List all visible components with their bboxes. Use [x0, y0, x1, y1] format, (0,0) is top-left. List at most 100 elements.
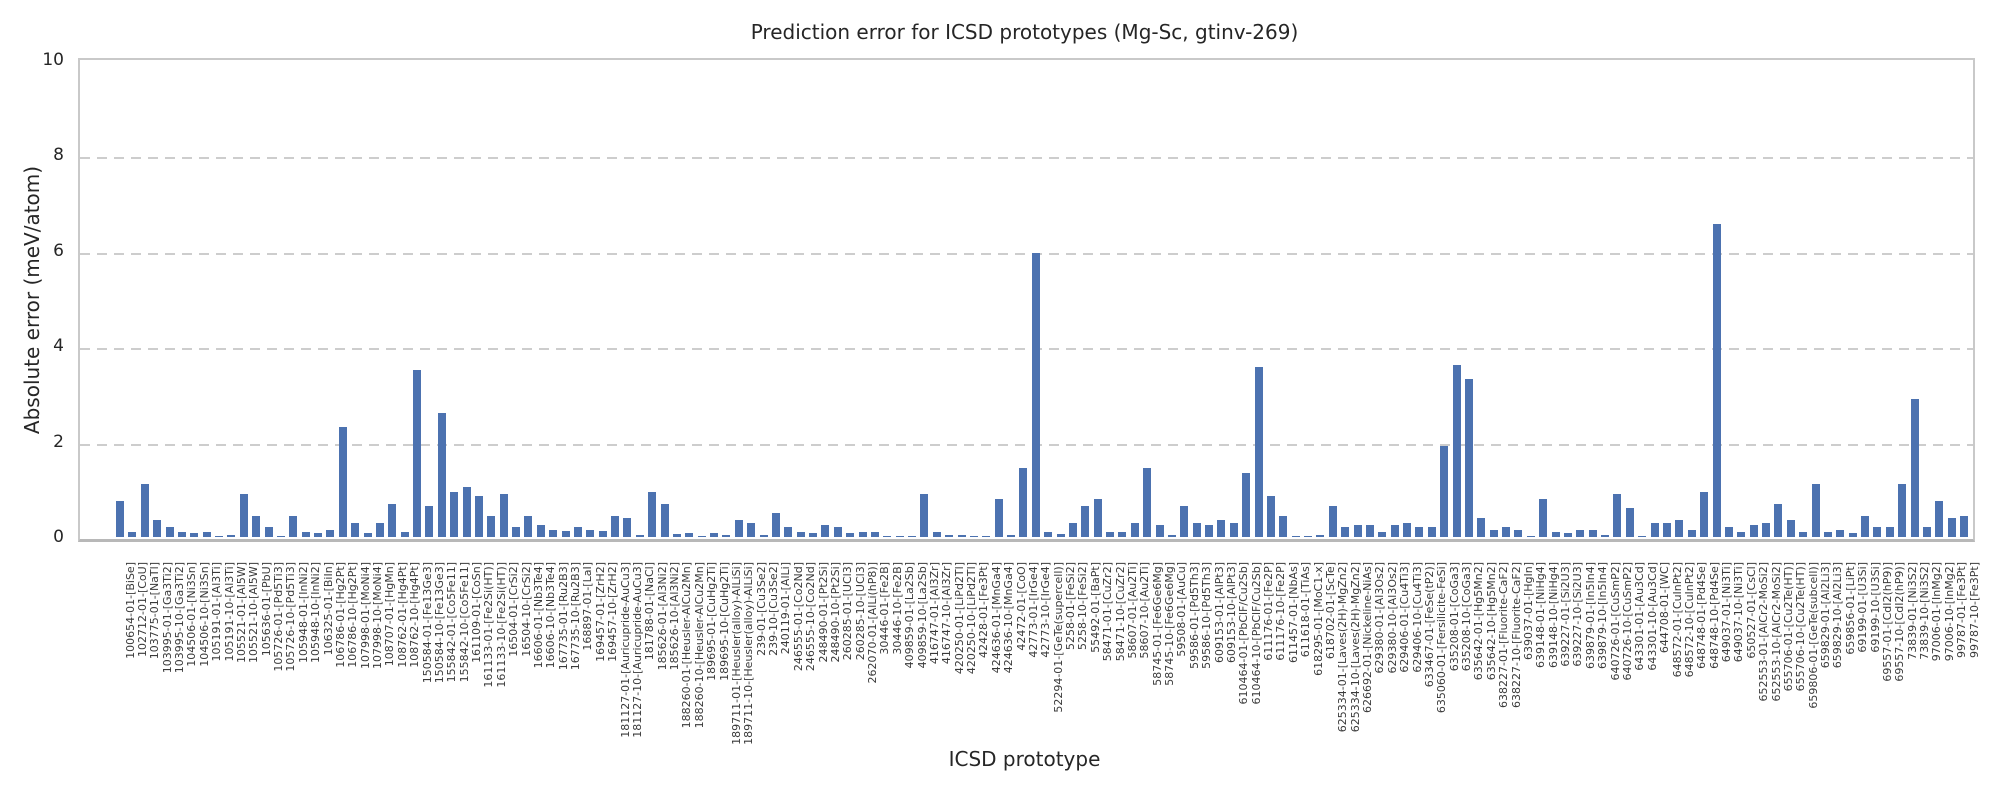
x-tick-text: 102712-01-[CoU]: [135, 562, 149, 657]
bar: [227, 534, 236, 537]
bar: [1861, 515, 1870, 537]
x-tick-text: 108762-01-[Hg4Pt]: [395, 562, 409, 668]
y-tick-4: 4: [53, 336, 64, 356]
bar: [1266, 496, 1275, 537]
bar: [1242, 472, 1251, 537]
x-tick-text: 106325-01-[BiIn]: [321, 562, 335, 656]
x-tick-text: 73839-10-[Ni3S2]: [1918, 562, 1932, 660]
bar: [1291, 535, 1300, 537]
x-tick-text: 611457-01-[NbAs]: [1286, 562, 1300, 663]
x-tick-text: 97006-10-[InMg2]: [1942, 562, 1956, 662]
x-tick-text: 416747-10-[Al3Zr]: [940, 562, 954, 665]
gridline-y4: [80, 348, 1973, 350]
bar: [1960, 515, 1969, 537]
x-tick-text: 99787-01-[Fe3Pt]: [1955, 562, 1969, 658]
x-tick-text: 155842-01-[Co5Fe11]: [445, 562, 459, 683]
x-tick-text: 609153-10-[AlPt3]: [1224, 562, 1238, 664]
bar: [1403, 522, 1412, 537]
bar: [1786, 520, 1795, 537]
bar: [363, 533, 372, 537]
x-tick-text: 639227-10-[Si2U3]: [1571, 562, 1585, 667]
bar: [1155, 525, 1164, 537]
x-tick-text: 97006-01-[InMg2]: [1930, 562, 1944, 662]
bar: [388, 503, 397, 537]
x-tick-text: 239-10-[Cu3Se2]: [767, 562, 781, 656]
x-tick-text: 648572-10-[CuInPt2]: [1682, 562, 1696, 678]
bar: [1353, 525, 1362, 537]
bar: [1304, 535, 1313, 537]
x-tick-text: 108707-01-[HgMn]: [383, 562, 397, 667]
y-axis-label: Absolute error (meV/atom): [20, 165, 44, 435]
x-tick-text: 652553-10-[AlCr2-MoSi2]: [1769, 562, 1783, 702]
x-tick-text: 105521-01-[Al5W]: [234, 562, 248, 663]
x-tick-text: 629406-10-[Cu4Ti3]: [1410, 562, 1424, 673]
x-tick-text: 644708-01-[WC]: [1658, 562, 1672, 654]
x-tick-text: 625334-01-[Laves(2H)-MgZn2]: [1336, 562, 1350, 733]
bar: [400, 532, 409, 537]
bar: [549, 529, 558, 537]
x-tick-text: 652553-01-[AlCr2-MoSi2]: [1757, 562, 1771, 702]
x-tick-text: 639148-10-[NiHg4]: [1546, 562, 1560, 669]
x-tick-text: 5258-01-[FeSi2]: [1064, 562, 1078, 651]
bar: [1539, 498, 1548, 537]
bar: [1762, 522, 1770, 537]
bar: [314, 533, 323, 537]
x-tick-text: 169457-10-[ZrH2]: [606, 562, 620, 662]
bar: [1254, 367, 1263, 537]
x-tick-text: 150584-01-[Fe13Ge3]: [420, 562, 434, 684]
bar: [1279, 515, 1288, 537]
bar: [957, 534, 966, 537]
bar: [685, 533, 694, 537]
bar: [1526, 535, 1535, 537]
bar: [870, 532, 879, 537]
bar: [264, 527, 273, 537]
x-tick-text: 189695-01-[CuHg2Ti]: [705, 562, 719, 681]
x-tick-text: 650527-01-[CsCl]: [1744, 562, 1758, 659]
x-tick-text: 105636-01-[PbU]: [259, 562, 273, 657]
bar: [177, 532, 186, 537]
x-tick-text: 58607-01-[Au2Ti]: [1125, 562, 1139, 659]
x-tick-text: 105726-10-[Pd5Ti3]: [284, 562, 298, 672]
bar: [1229, 522, 1238, 537]
x-tick-text: 106786-01-[Hg2Pt]: [333, 562, 347, 668]
bar: [1613, 494, 1622, 537]
x-tick-text: 610464-01-[PbClF/Cu2Sb]: [1237, 562, 1251, 705]
bar: [1799, 532, 1808, 537]
bar: [1007, 534, 1016, 537]
x-tick-text: 659829-01-[Al2Li3]: [1819, 562, 1832, 669]
bar: [1502, 527, 1511, 537]
x-tick-text: 69557-10-[CdI2(hP9)]: [1893, 562, 1907, 682]
x-tick-text: 648572-01-[CuInPt2]: [1670, 562, 1684, 678]
bar: [747, 522, 756, 537]
x-tick-text: 55492-01-[BaPt]: [1088, 562, 1102, 653]
x-tick-text: 248490-10-[Pt2Si]: [828, 562, 842, 663]
x-tick-text: 239-01-[Cu3Se2]: [754, 562, 768, 656]
x-tick-text: 633467-01-[FeSe(tP2)]: [1422, 562, 1436, 688]
x-tick-text: 42773-10-[IrGe4]: [1039, 562, 1053, 658]
bar: [1551, 532, 1560, 537]
bar: [1848, 533, 1857, 537]
bar: [425, 505, 434, 537]
x-tick-text: 100654-01-[BiSe]: [123, 562, 137, 659]
bar: [1452, 365, 1461, 537]
x-tick-text: 648748-01-[Pd4Se]: [1695, 562, 1709, 669]
bar: [1440, 446, 1449, 537]
bar: [611, 515, 620, 537]
x-tick-text: 181127-01-[Auricupride-AuCu3]: [618, 562, 632, 738]
bar: [1093, 498, 1102, 537]
x-tick-text: 639879-10-[In5In4]: [1596, 562, 1610, 669]
x-tick-text: 16504-01-[CrSi2]: [507, 562, 521, 657]
x-tick-text: 189711-01-[Heusler(alloy)-AlLiSi]: [729, 562, 743, 745]
x-tick-text: 185626-01-[Al3Ni2]: [655, 562, 669, 671]
y-tick-10: 10: [42, 49, 64, 70]
x-tick-text: 30446-01-[Fe2B]: [878, 562, 892, 655]
gridline-y8: [80, 157, 1973, 159]
x-tick-text: 618295-01-[MoC1-x]: [1311, 562, 1325, 676]
bar: [598, 531, 607, 537]
bar: [1217, 520, 1226, 537]
x-tick-text: 104506-10-[Ni3Sn]: [197, 562, 211, 667]
y-tick-8: 8: [53, 145, 64, 165]
bar: [1625, 508, 1634, 537]
bar: [215, 535, 223, 537]
x-tick-text: 625334-10-[Laves(2H)-MgZn2]: [1348, 562, 1362, 733]
